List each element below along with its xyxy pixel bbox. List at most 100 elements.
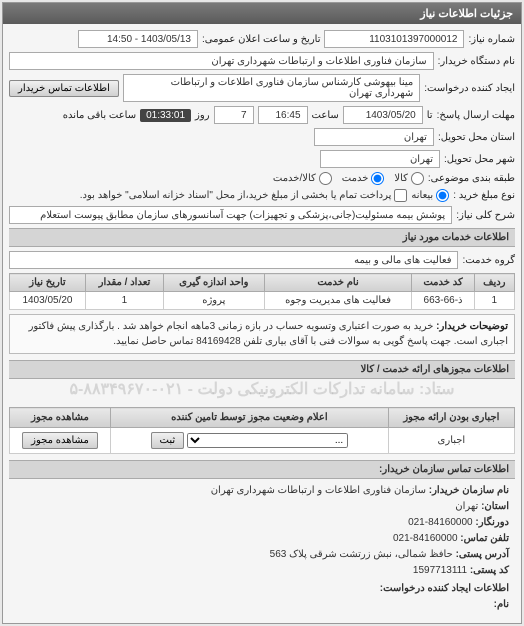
deadline-date: 1403/05/20 [343,106,423,124]
cell-code: ذ-66-663 [412,292,474,310]
check-treasury-input[interactable] [394,189,407,202]
radio-service-input[interactable] [371,172,384,185]
view-permit-button[interactable]: مشاهده مجوز [22,432,98,449]
row-buyer: نام دستگاه خریدار: سازمان فناوری اطلاعات… [9,52,515,70]
buytype-text: پرداخت تمام یا بخشی از مبلغ خرید،از محل … [80,190,392,201]
buytype-label: نوع مبلغ خرید : [453,190,515,201]
radio-lump-input[interactable] [436,189,449,202]
permit-status-select[interactable]: ... [187,433,348,448]
col-mandatory: اجباری بودن ارائه مجوز [388,408,514,428]
col-unit: واحد اندازه گیری [163,274,264,292]
creator-label: اطلاعات ایجاد کننده درخواست: [15,581,509,597]
col-date: تاریخ نیاز [10,274,86,292]
addr-label: آدرس پستی: [456,549,509,560]
announce-value: 1403/05/13 - 14:50 [78,30,198,48]
requester-value: مینا بیهوشی کارشناس سازمان فناوری اطلاعا… [123,74,420,102]
cell-qty: 1 [85,292,163,310]
buyer-value: سازمان فناوری اطلاعات و ارتباطات شهرداری… [9,52,434,70]
province-value: تهران [314,128,434,146]
check-treasury[interactable]: پرداخت تمام یا بخشی از مبلغ خرید،از محل … [80,189,408,202]
desc-value: پوشش بیمه مسئولیت(جانی،پزشکی و تجهیزات) … [9,206,452,224]
contact-phone: تلفن تماس: 84160000-021 [15,531,509,547]
contact-buyer-button[interactable]: اطلاعات تماس خریدار [9,80,119,97]
row-service-group: گروه خدمت: فعالیت های مالی و بیمه [9,251,515,269]
cell-row: 1 [474,292,514,310]
row-req-no: شماره نیاز: 1103101397000012 تاریخ و ساع… [9,30,515,48]
col-qty: تعداد / مقدار [85,274,163,292]
buyer-label: نام دستگاه خریدار: [438,56,515,67]
name-label: نام: [494,599,509,610]
services-header-row: ردیف کد خدمت نام خدمت واحد اندازه گیری ت… [10,274,515,292]
contact-name: نام: [15,597,509,613]
buyer-note: توضیحات خریدار: خرید به صورت اعتباری وتس… [9,314,515,354]
row-province: استان محل تحویل: تهران [9,128,515,146]
contact-section-title: اطلاعات تماس سازمان خریدار: [9,460,515,479]
radio-both-input[interactable] [319,172,332,185]
desc-label: شرح کلی نیاز: [456,210,515,221]
zip-label: کد پستی: [470,565,509,576]
contact-fax: دورنگار: 84160000-021 [15,515,509,531]
watermark-area: ستاد: سامانه تدارکات الکترونیکی دولت - ۰… [9,379,515,407]
watermark-text: ستاد: سامانه تدارکات الکترونیکی دولت - ۰… [9,379,515,399]
table-row: 1 ذ-66-663 فعالیت های مدیریت وجوه پروژه … [10,292,515,310]
cell-name: فعالیت های مدیریت وجوه [264,292,412,310]
contact-block: نام سازمان خریدار: سازمان فناوری اطلاعات… [9,479,515,617]
deadline-days: 7 [214,106,254,124]
main-panel: جزئیات اطلاعات نیاز شماره نیاز: 11031013… [2,2,522,624]
radio-both-label: کالا/خدمت [273,173,316,184]
note-label: توضیحات خریدار: [436,321,508,332]
radio-lump-label: بیعانه [411,190,433,201]
announce-label: تاریخ و ساعت اعلان عمومی: [202,34,321,45]
phone-value: 84160000-021 [393,533,458,544]
row-requester: ایجاد کننده درخواست: مینا بیهوشی کارشناس… [9,74,515,102]
contact-province: استان: تهران [15,499,509,515]
permits-table: اجباری بودن ارائه مجوز اعلام وضعیت مجوز … [9,407,515,454]
radio-goods-input[interactable] [411,172,424,185]
col-name: نام خدمت [264,274,412,292]
row-deadline: مهلت ارسال پاسخ: تا 1403/05/20 ساعت 16:4… [9,106,515,124]
col-view: مشاهده مجوز [10,408,111,428]
row-buytype: نوع مبلغ خرید : بیعانه پرداخت تمام یا بخ… [9,189,515,202]
col-row: ردیف [474,274,514,292]
contact-zip: کد پستی: 1597713111 [15,563,509,579]
fax-label: دورنگار: [475,517,509,528]
city-label: شهر محل تحویل: [444,154,515,165]
req-no-value: 1103101397000012 [324,30,464,48]
deadline-label: مهلت ارسال پاسخ: [437,110,515,121]
cell-date: 1403/05/20 [10,292,86,310]
province-label: استان محل تحویل: [438,132,515,143]
org-value: سازمان فناوری اطلاعات و ارتباطات شهرداری… [211,485,426,496]
requester-label: ایجاد کننده درخواست: [424,83,515,94]
radio-service[interactable]: خدمت [342,172,385,185]
services-table: ردیف کد خدمت نام خدمت واحد اندازه گیری ت… [9,273,515,310]
permit-row: اجباری ... ثبت مشاهده مجوز [10,428,515,454]
countdown-timer: 01:33:01 [140,109,191,122]
permits-section-title: اطلاعات مجوزهای ارائه خدمت / کالا [9,360,515,379]
radio-goods-label: کالا [394,173,408,184]
permit-view-cell: مشاهده مجوز [10,428,111,454]
permit-status-cell: ... ثبت [111,428,389,454]
cell-unit: پروژه [163,292,264,310]
deadline-time: 16:45 [258,106,308,124]
phone-label: تلفن تماس: [460,533,509,544]
radio-lump[interactable]: بیعانه [411,189,449,202]
category-label: طبقه بندی موضوعی: [428,173,515,184]
c-province-value: تهران [455,501,478,512]
col-code: کد خدمت [412,274,474,292]
services-section-title: اطلاعات خدمات مورد نیاز [9,228,515,247]
deadline-days-label: روز [195,110,210,121]
zip-value: 1597713111 [413,565,467,576]
radio-service-label: خدمت [342,173,369,184]
permits-header-row: اجباری بودن ارائه مجوز اعلام وضعیت مجوز … [10,408,515,428]
radio-both[interactable]: کالا/خدمت [273,172,332,185]
radio-goods[interactable]: کالا [394,172,424,185]
addr-value: حافظ شمالی، نبش زرتشت شرقی پلاک 563 [270,549,453,560]
row-category: طبقه بندی موضوعی: کالا خدمت کالا/خدمت [9,172,515,185]
permit-submit-button[interactable]: ثبت [151,432,185,449]
city-value: تهران [320,150,440,168]
contact-org: نام سازمان خریدار: سازمان فناوری اطلاعات… [15,483,509,499]
contact-addr: آدرس پستی: حافظ شمالی، نبش زرتشت شرقی پل… [15,547,509,563]
group-value: فعالیت های مالی و بیمه [9,251,458,269]
deadline-time-label: ساعت [312,110,339,121]
fax-value: 84160000-021 [408,517,473,528]
